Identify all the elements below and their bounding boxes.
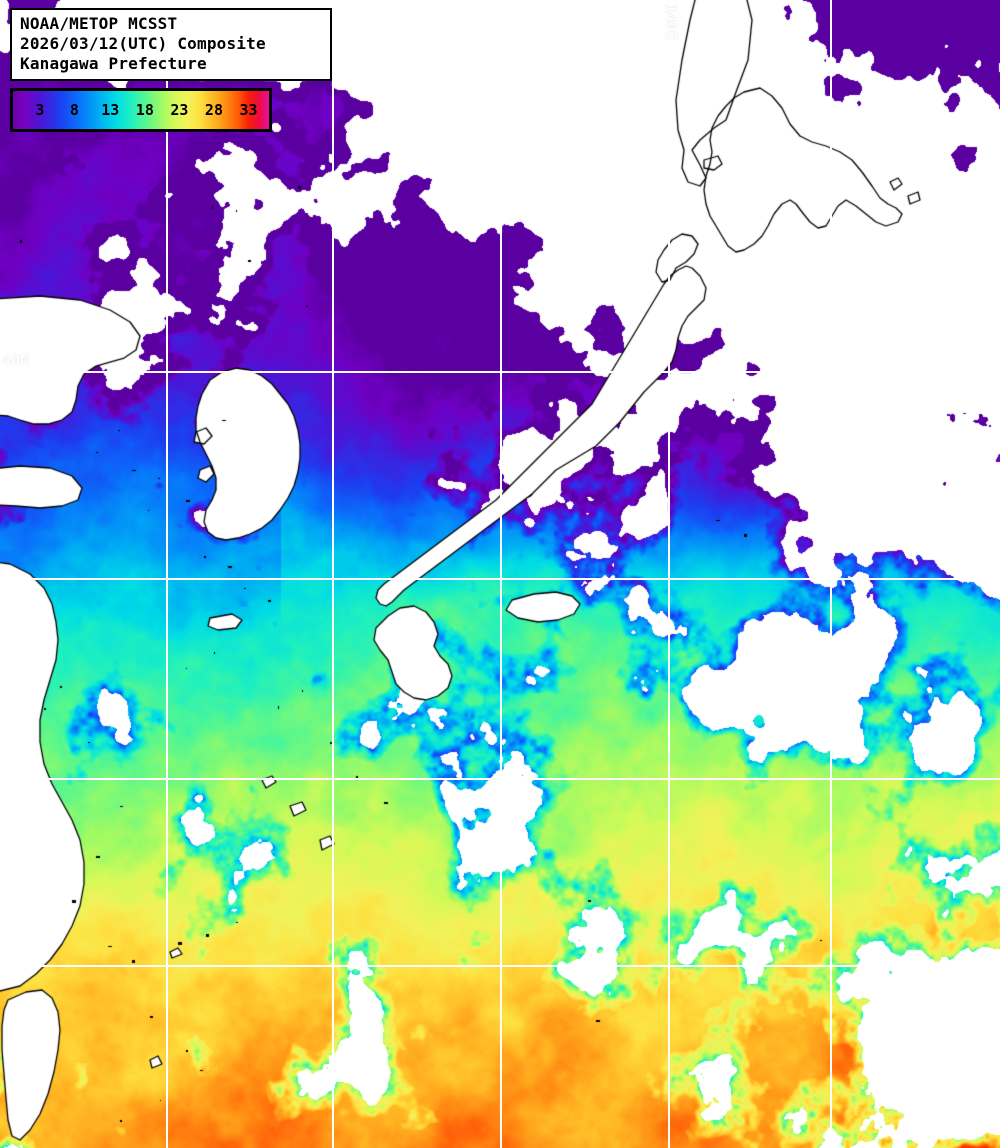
latitude-label-40n: 40N [2, 351, 30, 369]
gridline-parallel [0, 578, 1000, 580]
title-box: NOAA/METOP MCSST 2026/03/12(UTC) Composi… [10, 8, 332, 81]
title-line-source: NOAA/METOP MCSST [20, 14, 178, 33]
gridline-parallel [0, 778, 1000, 780]
gridline-meridian [668, 0, 670, 1148]
gridline-meridian [830, 0, 832, 1148]
title-line-region: Kanagawa Prefecture [20, 54, 207, 73]
colorbar-gradient [13, 91, 269, 129]
gridline-parallel [0, 371, 1000, 373]
temperature-colorbar: 3 8 13 18 23 28 33 [10, 88, 272, 132]
gridline-meridian [166, 0, 168, 1148]
gridline-meridian [500, 0, 502, 1148]
longitude-label-140e: 140E [662, 4, 680, 41]
gridline-parallel [0, 965, 1000, 967]
title-line-date: 2026/03/12(UTC) Composite [20, 34, 266, 53]
gridline-meridian [332, 0, 334, 1148]
